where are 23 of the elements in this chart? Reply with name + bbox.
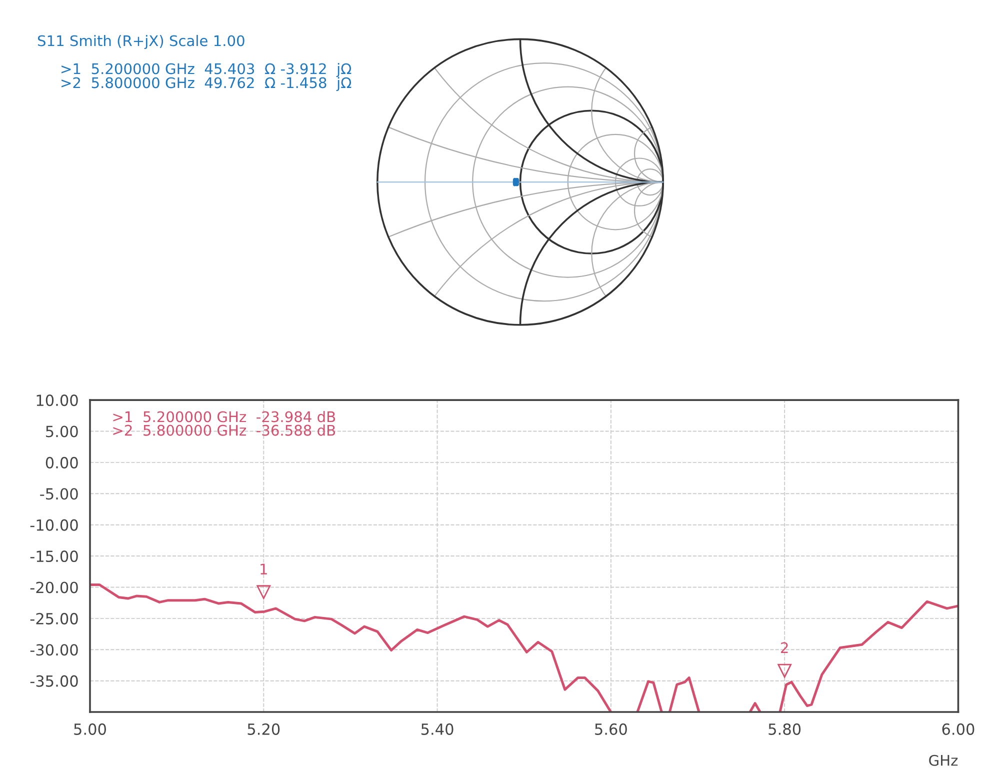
y-tick-label: 5.00 — [46, 426, 78, 438]
x-tick-label: 5.00 — [74, 723, 106, 735]
y-tick-label: -30.00 — [30, 644, 78, 656]
x-tick-label: 5.60 — [595, 723, 627, 735]
text: >2 5.800000 GHz 49.762 Ω -1.458 jΩ — [62, 76, 352, 92]
x-tick-label: 5.40 — [421, 723, 454, 735]
y-tick-label: -35.00 — [30, 675, 78, 687]
y-tick-label: -15.00 — [30, 550, 78, 562]
y-tick-label: -5.00 — [40, 488, 78, 500]
text: S11 Smith (R+jX) Scale 1.00 — [38, 34, 244, 50]
x-axis-title: GHz — [929, 754, 958, 766]
x-tick-label: 5.20 — [248, 723, 280, 735]
annotation: 1 — [260, 564, 267, 574]
x-tick-label: 6.00 — [942, 723, 974, 735]
annotation: 2 — [781, 642, 788, 653]
y-tick-label: -20.00 — [30, 582, 78, 594]
y-tick-label: 10.00 — [36, 394, 78, 406]
text: >1 5.200000 GHz 45.403 Ω -3.912 jΩ — [62, 62, 352, 78]
y-tick-label: -10.00 — [30, 519, 78, 531]
y-tick-label: -25.00 — [30, 612, 78, 624]
x-tick-label: 5.80 — [768, 723, 801, 735]
y-tick-label: 0.00 — [46, 456, 78, 468]
annotation: >1 5.200000 GHz -23.984 dB >2 5.800000 GHz -36.588 dB — [113, 410, 336, 436]
